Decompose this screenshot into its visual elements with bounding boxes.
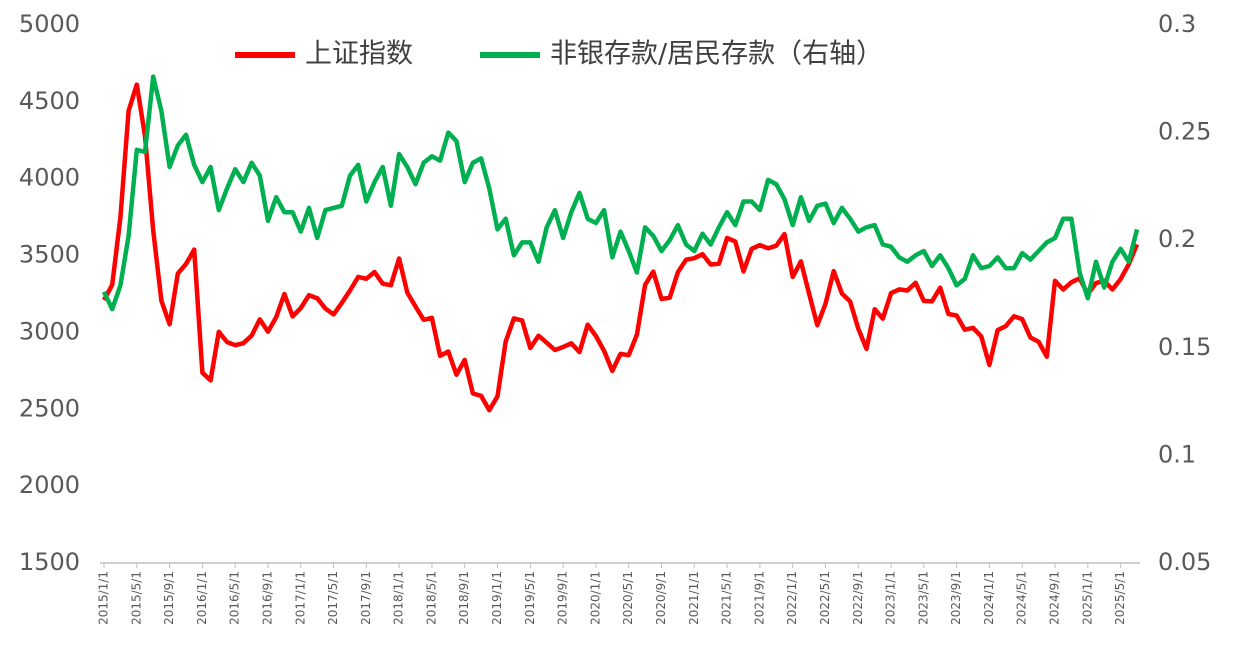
y2-tick-label: 0.15 [1158, 333, 1211, 361]
x-tick-label: 2025/1/1 [1080, 571, 1094, 625]
y2-tick-label: 0.1 [1158, 440, 1196, 468]
y-tick-label: 4500 [19, 87, 80, 115]
x-tick-label: 2016/5/1 [228, 571, 242, 625]
x-tick-label: 2023/1/1 [884, 571, 898, 625]
x-tick-label: 2024/1/1 [982, 571, 996, 625]
x-tick-label: 2018/1/1 [392, 571, 406, 625]
x-tick-label: 2021/5/1 [720, 571, 734, 625]
x-tick-label: 2016/1/1 [195, 571, 209, 625]
x-tick-label: 2018/5/1 [424, 571, 438, 625]
y-tick-label: 3000 [19, 317, 80, 345]
legend-label: 上证指数 [305, 39, 413, 70]
x-tick-label: 2019/1/1 [490, 571, 504, 625]
y2-tick-label: 0.2 [1158, 225, 1196, 253]
x-tick-label: 2017/9/1 [359, 571, 373, 625]
y-tick-label: 1500 [19, 548, 80, 576]
x-tick-label: 2022/9/1 [851, 571, 865, 625]
y2-tick-label: 0.3 [1158, 10, 1196, 38]
x-tick-label: 2024/5/1 [1015, 571, 1029, 625]
y-tick-label: 4000 [19, 164, 80, 192]
x-tick-label: 2017/5/1 [326, 571, 340, 625]
x-tick-label: 2021/1/1 [687, 571, 701, 625]
y-tick-label: 2000 [19, 471, 80, 499]
line-series [102, 82, 1140, 413]
x-tick-label: 2017/1/1 [293, 571, 307, 625]
y-tick-label: 5000 [19, 10, 80, 38]
x-tick-label: 2025/5/1 [1113, 571, 1127, 625]
y-tick-label: 2500 [19, 394, 80, 422]
x-tick-label: 2024/9/1 [1048, 571, 1062, 625]
x-tick-label: 2022/5/1 [818, 571, 832, 625]
x-tick-label: 2021/9/1 [752, 571, 766, 625]
x-tick-label: 2020/5/1 [621, 571, 635, 625]
x-tick-label: 2018/9/1 [457, 571, 471, 625]
y2-tick-label: 0.25 [1158, 118, 1211, 146]
y2-tick-label: 0.05 [1158, 548, 1211, 576]
x-tick-label: 2020/9/1 [654, 571, 668, 625]
x-tick-label: 2023/9/1 [949, 571, 963, 625]
y-tick-label: 3500 [19, 241, 80, 269]
x-tick-label: 2023/5/1 [916, 571, 930, 625]
line-series [101, 74, 1140, 312]
x-tick-label: 2019/5/1 [523, 571, 537, 625]
x-tick-label: 2015/5/1 [129, 571, 143, 625]
x-tick-label: 2020/1/1 [588, 571, 602, 625]
x-tick-label: 2016/9/1 [260, 571, 274, 625]
x-tick-label: 2019/9/1 [556, 571, 570, 625]
x-tick-label: 2015/1/1 [97, 571, 111, 625]
x-tick-label: 2015/9/1 [162, 571, 176, 625]
legend-label: 非银存款/居民存款（右轴） [550, 39, 883, 70]
x-tick-label: 2022/1/1 [785, 571, 799, 625]
